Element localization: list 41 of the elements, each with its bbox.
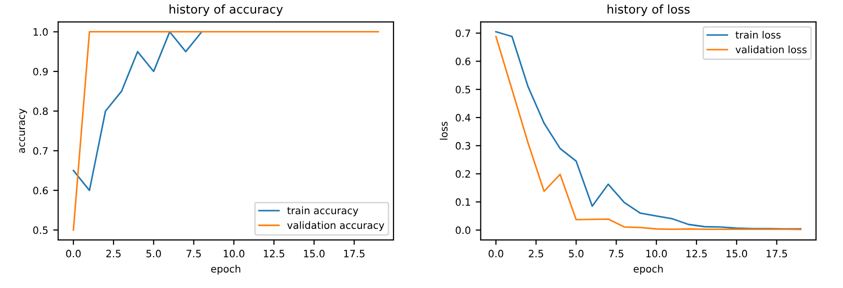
chart-title: history of loss bbox=[608, 4, 690, 16]
x-tick-label: 15.0 bbox=[726, 250, 748, 258]
legend-label: validation accuracy bbox=[287, 221, 384, 231]
y-tick-label: 0.0 bbox=[456, 226, 470, 234]
x-axis-title: epoch bbox=[634, 264, 663, 275]
y-tick-label: 0.4 bbox=[456, 114, 470, 122]
y-tick-label: 0.3 bbox=[456, 142, 470, 150]
x-tick-label: 2.5 bbox=[106, 250, 121, 258]
legend-label: validation loss bbox=[736, 46, 807, 54]
y-axis-title: loss bbox=[440, 122, 448, 140]
y-tick-label: 0.1 bbox=[456, 198, 470, 206]
x-tick-label: 5.0 bbox=[146, 250, 161, 258]
y-tick-label: 0.6 bbox=[456, 58, 470, 66]
line-series bbox=[72, 31, 203, 192]
x-tick-label: 15.0 bbox=[304, 250, 325, 258]
x-tick-label: 17.5 bbox=[766, 250, 787, 258]
y-tick-label: 0.5 bbox=[456, 86, 470, 94]
y-tick-label: 0.5 bbox=[33, 226, 48, 234]
x-tick-label: 10.0 bbox=[646, 250, 667, 258]
y-tick-label: 0.7 bbox=[33, 147, 48, 155]
x-tick-label: 12.5 bbox=[264, 250, 284, 258]
x-tick-label: 2.5 bbox=[528, 250, 544, 258]
chart-title: history of accuracy bbox=[170, 4, 283, 16]
x-tick-label: 12.5 bbox=[686, 250, 707, 258]
x-tick-label: 5.0 bbox=[568, 250, 584, 258]
y-tick-label: 0.8 bbox=[33, 107, 48, 116]
x-tick-label: 7.5 bbox=[609, 250, 624, 258]
x-tick-label: 0.0 bbox=[66, 250, 81, 258]
x-tick-label: 17.5 bbox=[344, 250, 364, 258]
y-tick-label: 0.9 bbox=[33, 68, 48, 76]
legend-label: train loss bbox=[736, 30, 781, 39]
legend-label: train accuracy bbox=[287, 206, 358, 216]
x-tick-label: 0.0 bbox=[488, 250, 504, 258]
x-tick-label: 10.0 bbox=[224, 250, 244, 258]
y-tick-label: 0.2 bbox=[456, 170, 470, 178]
x-axis-title: epoch bbox=[211, 264, 240, 275]
y-tick-label: 0.7 bbox=[456, 30, 470, 38]
y-axis-title: accuracy bbox=[19, 108, 27, 153]
y-tick-label: 0.6 bbox=[33, 186, 48, 194]
x-tick-label: 7.5 bbox=[186, 250, 201, 258]
y-tick-label: 1.0 bbox=[34, 28, 48, 36]
